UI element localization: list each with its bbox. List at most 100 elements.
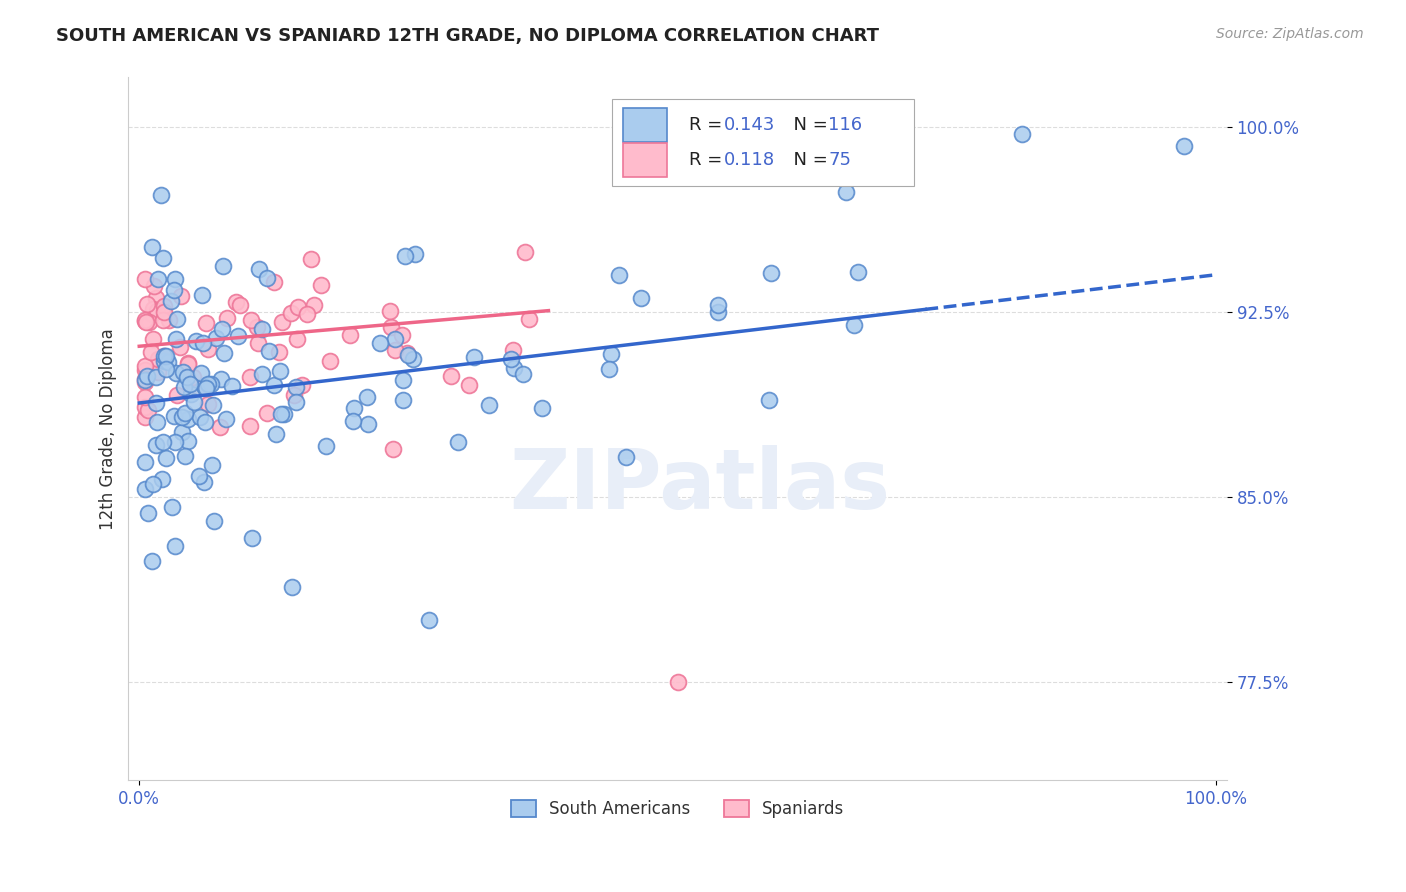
Point <box>145 396 167 410</box>
Point <box>211 259 233 273</box>
Point <box>202 399 225 413</box>
Point <box>368 335 391 350</box>
Text: 75: 75 <box>828 152 851 169</box>
Point <box>215 412 238 426</box>
Point <box>135 297 157 311</box>
Point <box>391 328 413 343</box>
Point <box>139 345 162 359</box>
Text: Source: ZipAtlas.com: Source: ZipAtlas.com <box>1216 27 1364 41</box>
Point <box>152 352 174 367</box>
Point <box>271 315 294 329</box>
Point <box>382 442 405 457</box>
Point <box>418 613 440 627</box>
Point <box>273 407 295 421</box>
Point <box>135 315 157 329</box>
Point <box>190 366 212 380</box>
Point <box>155 349 177 363</box>
Point <box>191 288 214 302</box>
Point <box>152 305 174 319</box>
Point <box>177 356 200 370</box>
Point <box>392 392 415 407</box>
Legend: South Americans, Spaniards: South Americans, Spaniards <box>505 793 851 825</box>
Point <box>607 268 630 282</box>
Point <box>176 370 198 384</box>
Point <box>163 283 186 297</box>
Point <box>299 252 322 267</box>
Point <box>239 418 262 433</box>
Point <box>165 332 187 346</box>
Point <box>152 299 174 313</box>
Point <box>197 376 219 391</box>
Point <box>177 434 200 448</box>
Point <box>302 298 325 312</box>
Point <box>201 458 224 473</box>
Text: 0.118: 0.118 <box>724 152 775 169</box>
Point <box>187 469 209 483</box>
Point <box>200 376 222 391</box>
Point <box>169 340 191 354</box>
Point <box>270 407 292 421</box>
Point <box>630 291 652 305</box>
Point <box>134 359 156 373</box>
Point <box>145 438 167 452</box>
Point <box>309 278 332 293</box>
Point <box>134 409 156 424</box>
Point <box>285 332 308 346</box>
Point <box>689 155 711 169</box>
Point <box>284 380 307 394</box>
Point <box>157 355 180 369</box>
Point <box>134 363 156 377</box>
Point <box>165 366 187 380</box>
Point <box>173 380 195 394</box>
Point <box>246 320 269 334</box>
Point <box>707 305 730 319</box>
Point <box>163 539 186 553</box>
Point <box>263 378 285 392</box>
Point <box>134 390 156 404</box>
Point <box>195 381 218 395</box>
Point <box>153 349 176 363</box>
Text: R =: R = <box>689 116 728 134</box>
Point <box>264 426 287 441</box>
Point <box>205 330 228 344</box>
Point <box>666 674 689 689</box>
Point <box>141 240 163 254</box>
Text: R =: R = <box>689 152 728 169</box>
Point <box>166 311 188 326</box>
Point <box>174 449 197 463</box>
Point <box>193 475 215 489</box>
Point <box>181 369 204 384</box>
Point <box>148 365 170 379</box>
Point <box>458 378 481 392</box>
Point <box>226 328 249 343</box>
Point <box>146 303 169 318</box>
Point <box>759 267 782 281</box>
FancyBboxPatch shape <box>623 108 666 142</box>
Point <box>193 378 215 392</box>
Point <box>170 409 193 424</box>
Point <box>707 298 730 312</box>
Point <box>384 332 406 346</box>
Point <box>247 261 270 276</box>
Point <box>163 409 186 423</box>
Point <box>150 472 173 486</box>
Y-axis label: 12th Grade, No Diploma: 12th Grade, No Diploma <box>100 328 117 530</box>
Point <box>197 397 219 411</box>
Point <box>356 390 378 404</box>
Point <box>152 312 174 326</box>
Point <box>315 439 337 453</box>
FancyBboxPatch shape <box>612 98 914 186</box>
Point <box>339 327 361 342</box>
Point <box>285 394 308 409</box>
Point <box>194 415 217 429</box>
Point <box>134 375 156 389</box>
Point <box>225 294 247 309</box>
Point <box>384 343 406 357</box>
Point <box>142 301 165 316</box>
Point <box>229 298 252 312</box>
Point <box>136 368 159 383</box>
Point <box>134 455 156 469</box>
Point <box>183 395 205 409</box>
Point <box>146 416 169 430</box>
Point <box>513 245 536 260</box>
